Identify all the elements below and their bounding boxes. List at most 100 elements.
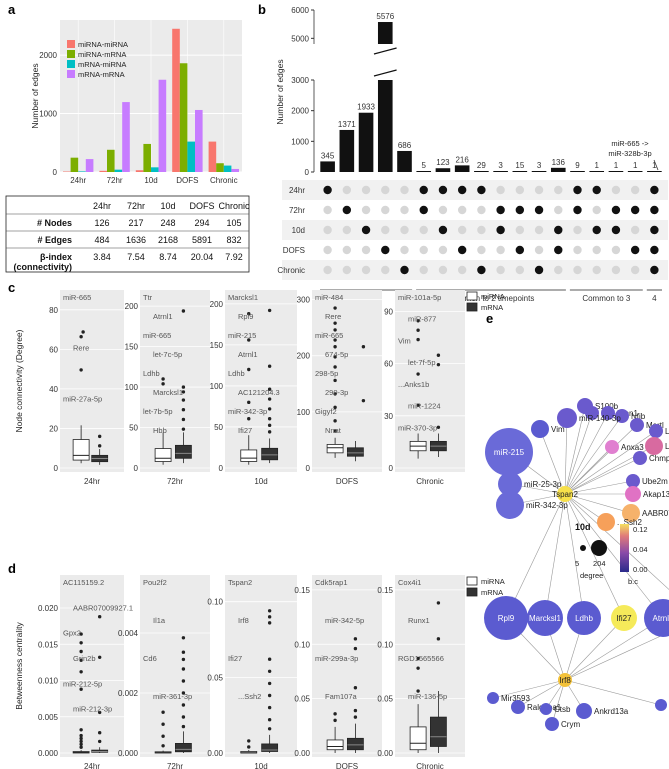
- y-tick-label: 0.10: [377, 640, 393, 649]
- table-row-label: # Nodes: [37, 218, 72, 228]
- point-annotation: miR-212-3p: [73, 705, 112, 714]
- bar-miRNA-mRNA: [143, 143, 151, 172]
- y-tick-label: 0.05: [377, 695, 393, 704]
- outlier-point: [247, 367, 251, 372]
- facet-x-label: Chronic: [416, 762, 444, 769]
- point-annotation: 298-5p: [315, 369, 338, 378]
- bar-mRNA-mRNA: [231, 168, 239, 172]
- table-cell: 484: [94, 235, 109, 245]
- matrix-dot: [592, 205, 601, 215]
- y-tick-label: 200: [297, 352, 311, 361]
- node-label: Nfib: [631, 412, 646, 421]
- node-label: Ctsb: [554, 705, 571, 714]
- outlier-point: [416, 689, 420, 693]
- network-edge: [564, 493, 669, 590]
- node-label: LOC103690086: [665, 442, 669, 451]
- matrix-dot: [611, 225, 621, 235]
- outlier-point: [161, 744, 165, 748]
- box-mirna: [326, 739, 344, 751]
- point-annotation: AABR07009927.1: [73, 603, 133, 612]
- outlier-point: [267, 397, 272, 401]
- point-annotation: Vim: [398, 336, 411, 345]
- matrix-dot: [419, 245, 428, 255]
- network-edge: [564, 417, 568, 495]
- network-edge: [492, 679, 566, 699]
- node-label: miR-25-3p: [524, 480, 562, 489]
- outlier-point: [181, 650, 186, 654]
- facet-x-label: DOFS: [336, 762, 358, 769]
- matrix-dot: [650, 245, 659, 255]
- matrix-row-band: [282, 220, 668, 240]
- outlier-point: [79, 368, 83, 372]
- network-edge: [517, 679, 566, 708]
- matrix-dot: [650, 225, 659, 235]
- outlier-point: [79, 745, 83, 749]
- matrix-dot: [534, 205, 544, 215]
- box-mrna: [346, 447, 364, 457]
- node-label: miR-342-3p: [526, 501, 568, 510]
- matrix-dot: [611, 185, 621, 195]
- point-annotation: miR-136-5p: [408, 692, 447, 701]
- y-tick-label: 0: [306, 464, 311, 473]
- size-legend-small: [580, 545, 586, 551]
- bar-mRNA-miRNA: [187, 141, 195, 172]
- point-annotation: Tspan2: [228, 578, 252, 587]
- x-tick-label: 72hr: [107, 176, 123, 185]
- y-tick-label: 50: [214, 423, 223, 432]
- network-edge: [564, 617, 664, 681]
- matrix-dot: [400, 225, 409, 235]
- matrix-dot: [573, 205, 582, 215]
- facet-background: [312, 290, 382, 472]
- table-cell: 20.04: [191, 252, 214, 262]
- table-cell: 105: [226, 218, 241, 228]
- network-hub: [558, 673, 572, 687]
- legend-entry: mRNA-mRNA: [78, 70, 125, 79]
- annotation-arrow: [653, 159, 659, 171]
- table-cell: 7.92: [225, 252, 243, 262]
- outlier-point: [97, 731, 102, 735]
- network-edge: [564, 480, 634, 495]
- y-tick-label: 0: [219, 464, 224, 473]
- network-edge: [564, 446, 613, 495]
- y-tick-label: 200: [210, 300, 224, 309]
- bar-mRNA-miRNA: [78, 171, 86, 172]
- network-edge: [564, 493, 632, 514]
- network-edge: [564, 493, 625, 619]
- outlier-point: [416, 656, 420, 661]
- outlier-point: [247, 338, 251, 342]
- network-edge: [564, 405, 586, 495]
- table-cell: 3.84: [93, 252, 111, 262]
- network-node: [644, 599, 669, 637]
- matrix-dot: [400, 185, 409, 195]
- table-cell: 832: [226, 235, 241, 245]
- node-label: Vim: [551, 425, 565, 434]
- point-annotation: miR-665: [143, 331, 171, 340]
- box-mrna: [174, 743, 192, 753]
- annotation-text: miR-665 ->: [611, 139, 649, 148]
- point-annotation: Cox4i1: [398, 578, 421, 587]
- y-tick-label: 300: [297, 296, 311, 305]
- outlier-point: [79, 670, 83, 674]
- legend-swatch: [67, 40, 75, 48]
- bar-miRNA-miRNA: [135, 170, 144, 172]
- facet-background: [225, 575, 297, 757]
- matrix-dot: [592, 245, 601, 255]
- outlier-point: [79, 742, 83, 746]
- point-annotation: Runx1: [408, 616, 430, 625]
- node-label: Chmp2a: [649, 454, 669, 463]
- node-label: Crym: [561, 720, 580, 729]
- bar-count: [474, 171, 489, 172]
- outlier-point: [181, 715, 186, 719]
- bar-mRNA-mRNA: [195, 109, 203, 172]
- matrix-dot: [381, 265, 390, 275]
- x-tick-label: 10d: [144, 176, 157, 185]
- size-legend-label: 204: [593, 559, 606, 568]
- network-node: [484, 596, 528, 640]
- outlier-point: [97, 655, 102, 659]
- bar-miRNA-mRNA: [179, 63, 188, 173]
- matrix-dot: [457, 225, 467, 235]
- point-annotation: Pou2f2: [143, 578, 167, 587]
- outlier-point: [416, 337, 420, 342]
- matrix-dot: [342, 185, 352, 195]
- outlier-point: [333, 345, 337, 349]
